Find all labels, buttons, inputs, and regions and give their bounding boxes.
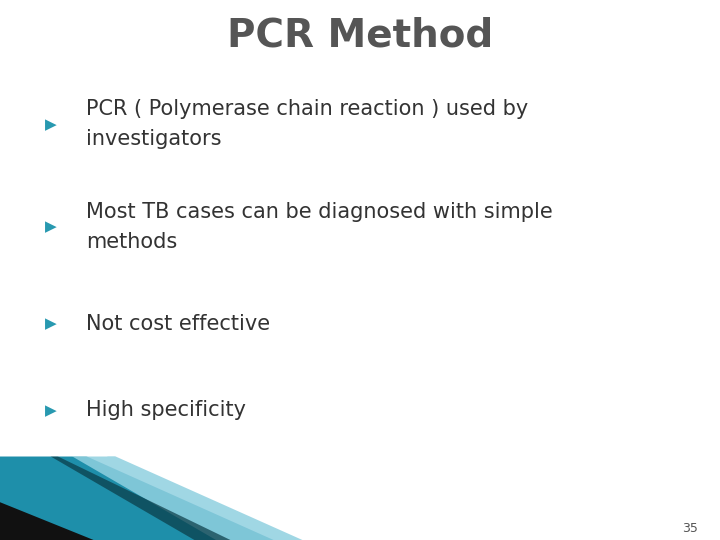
Text: ▶: ▶ xyxy=(45,219,56,234)
Polygon shape xyxy=(0,456,274,540)
Polygon shape xyxy=(0,502,94,540)
Text: 35: 35 xyxy=(683,522,698,535)
Text: ▶: ▶ xyxy=(45,117,56,132)
Text: PCR ( Polymerase chain reaction ) used by: PCR ( Polymerase chain reaction ) used b… xyxy=(86,99,528,119)
Text: Most TB cases can be diagnosed with simple: Most TB cases can be diagnosed with simp… xyxy=(86,202,553,222)
Polygon shape xyxy=(50,456,230,540)
Text: High specificity: High specificity xyxy=(86,400,246,421)
Text: ▶: ▶ xyxy=(45,403,56,418)
Text: investigators: investigators xyxy=(86,129,222,149)
Polygon shape xyxy=(0,432,108,456)
Text: methods: methods xyxy=(86,232,178,252)
Text: Not cost effective: Not cost effective xyxy=(86,314,271,334)
Polygon shape xyxy=(72,456,302,540)
Text: PCR Method: PCR Method xyxy=(227,16,493,54)
Text: ▶: ▶ xyxy=(45,316,56,332)
